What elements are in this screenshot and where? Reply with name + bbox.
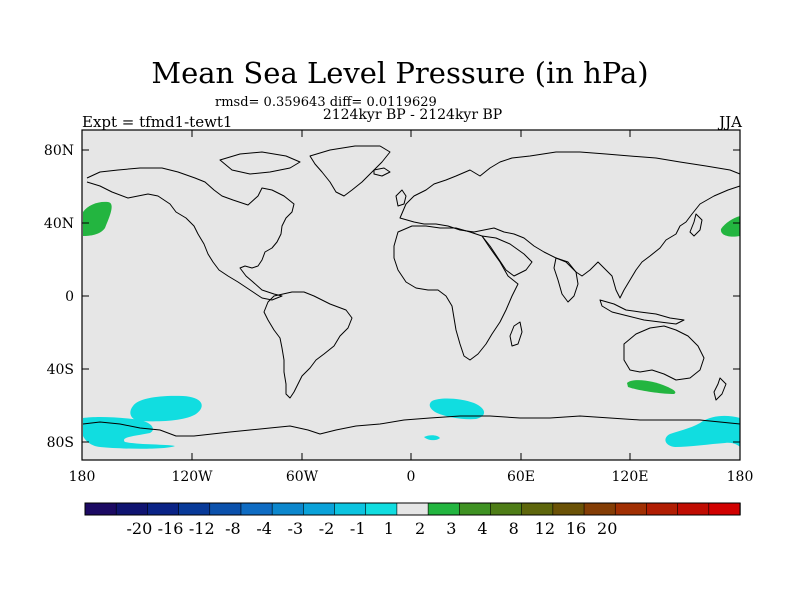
lon-axis [81, 130, 741, 460]
colorbar-swatch [147, 502, 180, 516]
colorbar-swatch [115, 502, 149, 516]
coast-iceland [373, 167, 391, 177]
negative-anomaly-south-atlantic [429, 398, 485, 420]
lon-label-60e: 60E [507, 469, 535, 485]
colorbar-swatch [583, 502, 616, 516]
colorbar [84, 502, 741, 516]
coast-north-america [86, 167, 295, 301]
colorbar-swatch [427, 502, 460, 516]
coast-india [553, 257, 579, 303]
colorbar-swatch [614, 502, 648, 516]
lat-label-40s: 40S [47, 362, 74, 378]
coast-arabia [481, 235, 533, 277]
lon-label-180e: 180 [727, 469, 754, 485]
colorbar-label: 20 [597, 519, 617, 538]
colorbar-label: -2 [319, 519, 335, 538]
coast-japan [689, 213, 703, 237]
colorbar-labels: -20 -16 -12 -8 -4 -3 -2 -1 1 2 3 4 8 12 16 20 [126, 519, 617, 538]
colorbar-label: 16 [566, 519, 586, 538]
colorbar-swatch [334, 502, 367, 516]
colorbar-label: -3 [288, 519, 304, 538]
lon-label-120w: 120W [171, 469, 213, 485]
anomaly-regions [83, 201, 740, 449]
colorbar-swatch [521, 502, 554, 516]
lat-label-80n: 80N [44, 143, 74, 159]
coast-greenland [309, 145, 391, 197]
coast-new-zealand [713, 377, 727, 401]
lon-label-180w: 180 [69, 469, 96, 485]
negative-anomaly-antarctic-pacific [83, 416, 175, 449]
lat-label-80s: 80S [47, 435, 74, 451]
colorbar-swatch [240, 502, 273, 516]
lat-label-40n: 40N [44, 216, 74, 232]
negative-anomaly-antarctic-east [665, 415, 740, 447]
colorbar-label: -4 [256, 519, 272, 538]
colorbar-frame [84, 502, 741, 516]
colorbar-label: 3 [446, 519, 456, 538]
negative-anomaly-south-pacific [130, 395, 202, 422]
coast-indonesia [599, 299, 685, 325]
positive-anomaly-north-pacific-east [720, 216, 740, 237]
coast-british-isles [395, 189, 407, 207]
colorbar-swatch [646, 502, 679, 516]
colorbar-label: 1 [384, 519, 394, 538]
coast-eurasia [399, 151, 741, 299]
colorbar-label: -1 [350, 519, 366, 538]
coast-arctic-canada [219, 151, 301, 175]
colorbar-label: 2 [415, 519, 425, 538]
colorbar-label: -16 [158, 519, 184, 538]
lat-axis [82, 149, 740, 443]
coast-australia [623, 325, 705, 381]
colorbar-swatch [303, 502, 336, 516]
lon-label-120e: 120E [612, 469, 649, 485]
colorbar-label: 12 [535, 519, 555, 538]
negative-anomaly-antarctic-atlantic [424, 435, 440, 441]
experiment-label: Expt = tfmd1-tewt1 [82, 113, 233, 131]
lon-label-60w: 60W [286, 469, 319, 485]
colorbar-label: 8 [509, 519, 519, 538]
colorbar-label: -20 [126, 519, 152, 538]
positive-anomaly-south-indian [627, 380, 676, 394]
coast-antarctica [82, 415, 741, 437]
colorbar-swatch [708, 502, 741, 516]
lat-label-0: 0 [65, 289, 74, 305]
lon-label-0: 0 [407, 469, 416, 485]
positive-anomaly-north-pacific-west [83, 201, 112, 236]
colorbar-swatch [677, 502, 710, 516]
coast-madagascar [509, 321, 523, 347]
colorbar-swatch [271, 502, 305, 516]
colorbar-swatch [490, 502, 523, 516]
period-subtitle: 2124kyr BP - 2124kyr BP [322, 107, 503, 123]
coast-south-america [263, 291, 353, 399]
colorbar-swatch [178, 502, 211, 516]
colorbar-swatch [84, 502, 117, 516]
colorbar-swatch [209, 502, 242, 516]
coast-africa [393, 225, 519, 361]
colorbar-swatch [458, 502, 492, 516]
colorbar-swatch [365, 502, 398, 516]
stats-text: rmsd= 0.359643 diff= 0.0119629 [215, 95, 437, 110]
colorbar-label: -8 [225, 519, 241, 538]
colorbar-label: 4 [477, 519, 487, 538]
plot-title: Mean Sea Level Pressure (in hPa) [151, 56, 649, 90]
season-label: JJA [719, 113, 742, 131]
colorbar-label: -12 [189, 519, 215, 538]
coastlines [82, 145, 741, 437]
colorbar-swatch [396, 502, 429, 516]
colorbar-swatch [552, 502, 585, 516]
